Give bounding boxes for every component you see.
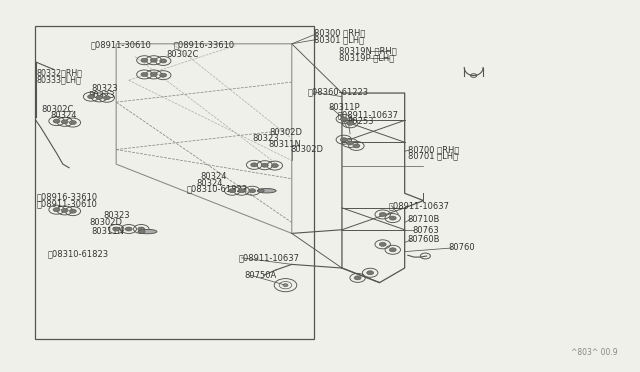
Circle shape (69, 209, 76, 213)
Text: 80319P （LH）: 80319P （LH） (339, 53, 394, 62)
Circle shape (258, 189, 264, 193)
Circle shape (61, 208, 68, 212)
Text: 80750A: 80750A (244, 271, 277, 280)
Text: 80323: 80323 (88, 91, 115, 100)
Bar (35, 26, 314, 339)
Circle shape (347, 121, 353, 125)
Text: 80701 （LH）: 80701 （LH） (408, 152, 458, 161)
Text: 80302D: 80302D (89, 218, 122, 227)
Text: 80302D: 80302D (270, 128, 303, 137)
Circle shape (238, 189, 245, 193)
Circle shape (354, 276, 361, 280)
Text: 80301 （LH）: 80301 （LH） (314, 35, 364, 44)
Text: 80323: 80323 (252, 134, 279, 143)
Circle shape (138, 227, 145, 231)
Circle shape (141, 73, 148, 77)
Circle shape (160, 59, 166, 63)
Text: Ⓢ08310-61823: Ⓢ08310-61823 (187, 185, 248, 193)
Text: 80300 （RH）: 80300 （RH） (314, 28, 365, 37)
Text: 80333（LH）: 80333（LH） (36, 75, 81, 84)
Text: Ⓢ08310-61823: Ⓢ08310-61823 (47, 249, 108, 258)
Circle shape (347, 141, 353, 145)
Circle shape (283, 284, 288, 286)
Circle shape (389, 216, 396, 220)
Text: 80311N: 80311N (269, 140, 301, 149)
Text: 80700 （RH）: 80700 （RH） (408, 145, 459, 154)
Text: 80763: 80763 (413, 226, 440, 235)
Text: ⓜ08916-33610: ⓜ08916-33610 (36, 192, 98, 201)
Text: 80319N （RH）: 80319N （RH） (339, 46, 397, 55)
Circle shape (261, 163, 268, 167)
Text: 80253: 80253 (347, 117, 374, 126)
Text: 80332（RH）: 80332（RH） (36, 68, 83, 77)
Text: ⓝ08911-30610: ⓝ08911-30610 (36, 200, 97, 209)
Circle shape (353, 144, 360, 148)
Circle shape (150, 73, 157, 77)
Text: ⓝ08911-10637: ⓝ08911-10637 (389, 201, 450, 210)
Ellipse shape (138, 230, 157, 234)
Text: 80302C: 80302C (166, 50, 198, 59)
Circle shape (96, 95, 102, 99)
Text: 80311N: 80311N (91, 227, 124, 236)
Text: 80302C: 80302C (41, 105, 73, 114)
Text: Ⓢ08360-61223: Ⓢ08360-61223 (307, 87, 369, 96)
Circle shape (271, 164, 278, 168)
Text: 80323: 80323 (104, 211, 131, 219)
Circle shape (53, 119, 60, 123)
Text: ⓝ08911-10637: ⓝ08911-10637 (239, 253, 300, 262)
Circle shape (53, 208, 60, 212)
Text: ^803^ 00.9: ^803^ 00.9 (572, 347, 618, 357)
Circle shape (139, 230, 145, 233)
Text: ⓝ08911-10637: ⓝ08911-10637 (337, 110, 399, 119)
Circle shape (380, 212, 386, 217)
Circle shape (249, 189, 256, 193)
Text: 80760B: 80760B (408, 235, 440, 244)
Circle shape (88, 94, 95, 99)
Text: 80710B: 80710B (408, 215, 440, 224)
Circle shape (367, 271, 374, 275)
Text: 80760: 80760 (449, 244, 476, 253)
Circle shape (160, 73, 166, 77)
Circle shape (251, 163, 258, 167)
Circle shape (103, 96, 110, 100)
Text: 80324: 80324 (196, 179, 223, 187)
Circle shape (113, 227, 120, 231)
Text: ⓜ08916-33610: ⓜ08916-33610 (174, 40, 235, 49)
Text: ⓝ08911-30610: ⓝ08911-30610 (91, 40, 152, 49)
Circle shape (125, 227, 132, 231)
Text: 80311P: 80311P (328, 103, 360, 112)
Circle shape (228, 189, 236, 193)
Circle shape (340, 117, 348, 121)
Text: 80324: 80324 (51, 111, 77, 120)
Text: 80324: 80324 (201, 172, 227, 181)
Circle shape (380, 242, 386, 246)
Circle shape (150, 58, 157, 62)
Circle shape (61, 120, 68, 124)
Circle shape (141, 58, 148, 62)
Circle shape (69, 121, 76, 125)
Circle shape (340, 138, 348, 142)
Text: 80323: 80323 (91, 84, 118, 93)
Circle shape (389, 248, 396, 252)
Text: 80302D: 80302D (290, 145, 323, 154)
Ellipse shape (257, 189, 276, 193)
